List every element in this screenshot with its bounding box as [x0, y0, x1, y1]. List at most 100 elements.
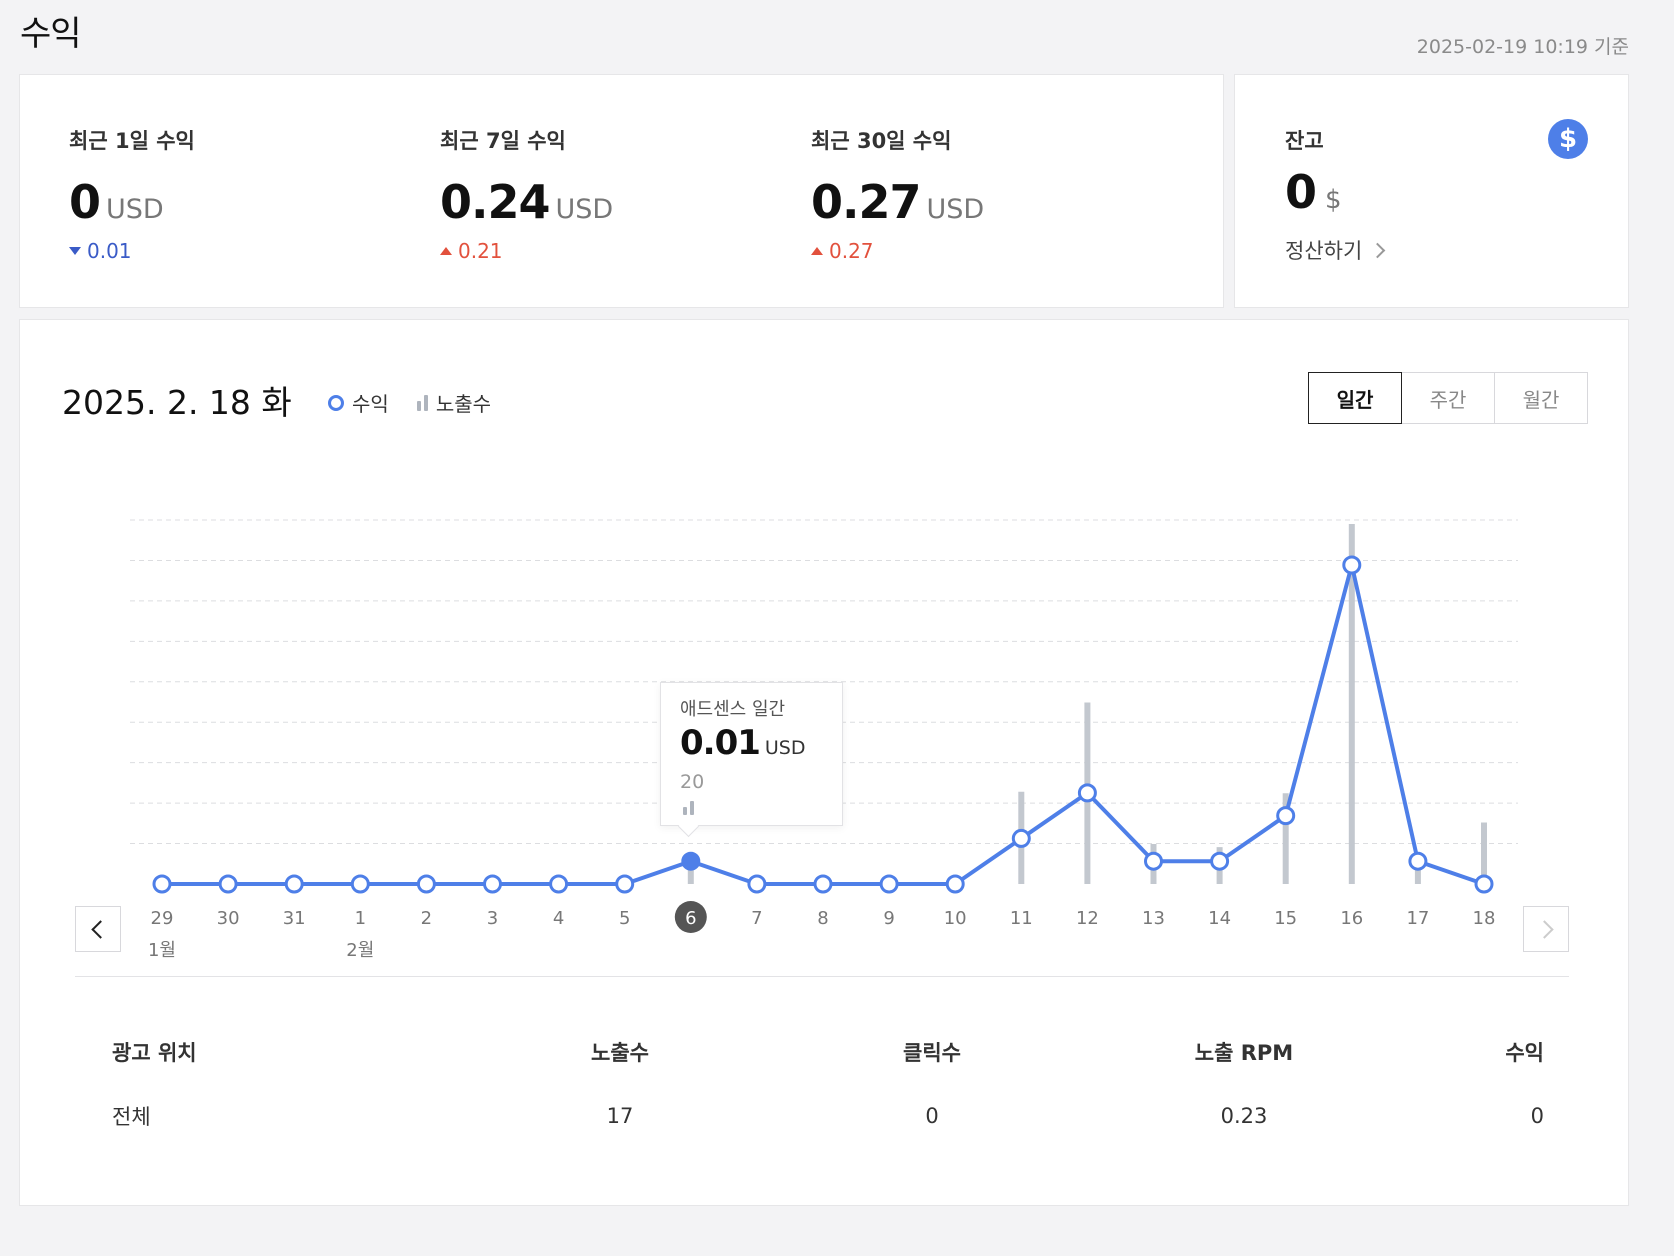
tooltip-unit: USD — [764, 737, 806, 759]
x-tick-label: 6 — [685, 908, 696, 929]
x-tick-label: 5 — [619, 908, 630, 929]
revenue-legend-icon — [328, 394, 344, 411]
stat-value: 0 — [69, 175, 101, 229]
chart-prev-button[interactable] — [75, 906, 121, 952]
x-tick-label: 2 — [421, 908, 432, 929]
x-tick-label: 4 — [553, 908, 564, 929]
balance-value-row: 0 $ — [1285, 165, 1342, 219]
x-tick-label: 11 — [1010, 908, 1033, 929]
stat-value: 0.24 — [440, 175, 550, 229]
table-header-row: 광고 위치 노출수 클릭수 노출 RPM 수익 — [75, 1020, 1569, 1084]
revenue-point — [1210, 851, 1230, 871]
stat-delta: 0.01 — [69, 239, 449, 263]
tooltip-impressions: 20 — [680, 771, 705, 793]
table-header: 클릭수 — [903, 1041, 961, 1065]
chevron-right-icon — [1534, 919, 1554, 939]
revenue-point — [1342, 555, 1362, 575]
revenue-point — [813, 874, 833, 894]
stat-unit: USD — [555, 194, 614, 225]
chart-card: 2025. 2. 18 화 수익 노출수 일간 주간 월간 29 30 31 1 2 3 4… — [19, 319, 1629, 1206]
table-header: 노출 RPM — [1194, 1041, 1294, 1065]
chart-next-button[interactable] — [1523, 906, 1569, 952]
revenue-point — [1077, 783, 1097, 803]
x-tick-label: 13 — [1142, 908, 1165, 929]
balance-value: 0 — [1285, 165, 1318, 219]
chevron-right-icon — [1370, 242, 1386, 258]
chart-tooltip: 애드센스 일간 0.01 USD 20 — [660, 682, 843, 826]
revenue-point — [1276, 806, 1296, 826]
table-cell: 전체 — [112, 1105, 151, 1129]
tooltip-value-row: 0.01 USD — [680, 723, 806, 763]
x-tick-label: 31 — [283, 908, 306, 929]
selected-day-marker — [674, 901, 707, 933]
toggle-daily[interactable]: 일간 — [1308, 372, 1402, 424]
revenue-point — [1144, 851, 1163, 871]
revenue-point — [416, 874, 436, 894]
impressions-icon — [683, 801, 694, 815]
x-tick-label: 30 — [217, 908, 240, 929]
revenue-point — [747, 874, 767, 894]
stat-30-day: 최근 30일 수익 0.27 USD 0.27 — [811, 125, 1191, 263]
x-tick-label: 29 — [151, 908, 174, 929]
x-tick-label: 12 — [1076, 908, 1099, 929]
x-tick-label: 10 — [944, 908, 967, 929]
balance-label: 잔고 — [1285, 129, 1324, 153]
toggle-monthly[interactable]: 월간 — [1494, 372, 1588, 424]
stat-unit: USD — [106, 194, 164, 225]
table-cell: 0 — [925, 1104, 939, 1128]
balance-unit: $ — [1325, 185, 1342, 215]
stat-label: 최근 7일 수익 — [440, 129, 566, 153]
revenue-point — [1011, 828, 1031, 848]
stat-delta: 0.21 — [440, 239, 820, 263]
revenue-point — [1408, 851, 1428, 871]
revenue-point — [483, 874, 502, 894]
revenue-point — [1474, 874, 1494, 894]
stat-delta: 0.27 — [811, 239, 1191, 263]
stat-value-row: 0 USD — [69, 175, 449, 229]
x-tick-label: 17 — [1406, 908, 1429, 929]
tooltip-title: 애드센스 일간 — [680, 699, 786, 720]
settle-label: 정산하기 — [1285, 239, 1363, 263]
chart-legend: 수익 노출수 — [328, 388, 491, 417]
stat-1-day: 최근 1일 수익 0 USD 0.01 — [69, 125, 449, 263]
stat-label: 최근 30일 수익 — [811, 129, 952, 153]
stat-value-row: 0.24 USD — [440, 175, 820, 229]
arrow-up-icon — [440, 247, 452, 255]
stat-label: 최근 1일 수익 — [69, 129, 195, 153]
revenue-point — [549, 874, 569, 894]
table-cell: 0 — [1530, 1104, 1544, 1128]
x-tick-label: 16 — [1340, 908, 1363, 929]
balance-card: 잔고 $ 0 $ 정산하기 — [1234, 74, 1629, 308]
table-row: 전체 17 0 0.23 0 — [75, 1084, 1569, 1148]
x-tick-label: 1 — [355, 908, 366, 929]
x-tick-label: 9 — [883, 908, 894, 929]
stat-value: 0.27 — [811, 175, 921, 229]
table-header: 노출수 — [591, 1041, 649, 1065]
month-label: 2월 — [346, 940, 374, 961]
settle-link[interactable]: 정산하기 — [1285, 235, 1386, 265]
revenue-point — [615, 874, 635, 894]
legend-impressions-label: 노출수 — [435, 392, 492, 416]
tooltip-value: 0.01 — [680, 723, 761, 763]
month-label: 1월 — [148, 940, 176, 961]
stat-7-day: 최근 7일 수익 0.24 USD 0.21 — [440, 125, 820, 263]
arrow-up-icon — [811, 247, 823, 255]
revenue-point — [879, 874, 899, 894]
dollar-icon: $ — [1548, 119, 1588, 159]
revenue-point — [350, 874, 370, 894]
stat-unit: USD — [926, 194, 985, 225]
table-cell: 17 — [606, 1104, 634, 1128]
revenue-point — [681, 851, 701, 871]
revenue-point — [945, 874, 965, 894]
revenue-point — [284, 874, 304, 894]
revenue-point — [152, 874, 172, 894]
chart-divider — [75, 976, 1569, 977]
impressions-legend-icon — [416, 394, 428, 411]
stat-delta-value: 0.27 — [829, 239, 874, 263]
table-header: 수익 — [1505, 1041, 1544, 1065]
period-toggle: 일간 주간 월간 — [1308, 372, 1588, 424]
table-header: 광고 위치 — [112, 1041, 197, 1065]
updated-timestamp: 2025-02-19 10:19 기준 — [1416, 36, 1629, 58]
arrow-down-icon — [69, 247, 81, 255]
table-cell: 0.23 — [1220, 1104, 1268, 1128]
